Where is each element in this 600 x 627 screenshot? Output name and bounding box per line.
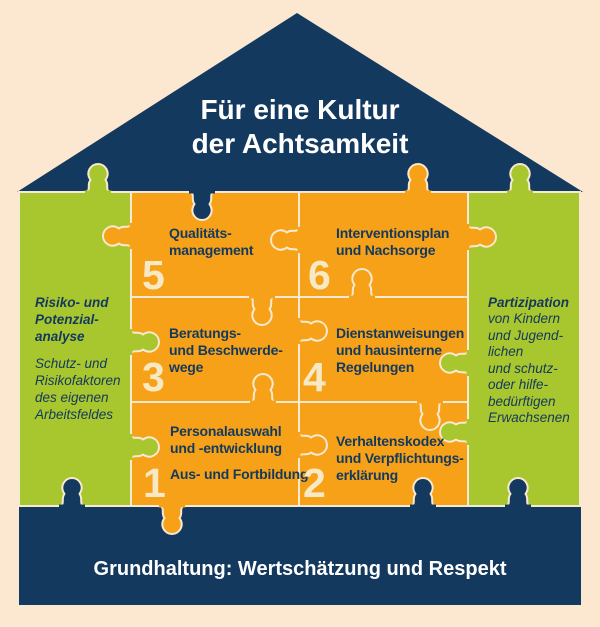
puzzle-knob [346, 268, 378, 301]
puzzle-knob [502, 477, 534, 510]
puzzle-knob [247, 373, 279, 406]
panel-line: Risikofaktoren [35, 373, 121, 388]
left-panel-text: Risiko- und Potenzial- analyse Schutz- u… [35, 294, 130, 423]
label-line: Personalauswahl [170, 423, 282, 439]
puzzle-knob [127, 326, 160, 358]
piece-6-number: 6 [308, 252, 331, 298]
label-line: und hausinterne [336, 342, 442, 358]
puzzle-knob [407, 477, 439, 510]
label-line: wege [169, 359, 204, 375]
panel-line: Risiko- und [35, 295, 109, 310]
puzzle-knob [102, 220, 135, 252]
label-line: Qualitäts- [169, 225, 232, 241]
piece-3-label: Beratungs- und Beschwerde- wege [169, 325, 283, 376]
label-line: und Verpflichtungs- [336, 450, 464, 466]
panel-line: Schutz- und [35, 356, 108, 371]
label-line: Verhaltenskodex [336, 433, 445, 449]
piece-1-number: 1 [143, 460, 166, 506]
panel-line: oder hilfe- [488, 377, 549, 392]
panel-line: Arbeitsfeldes [35, 407, 114, 422]
piece-4-label: Dienstanweisungen und hausinterne Regelu… [336, 325, 464, 376]
piece-1-label: Personalauswahl und -entwicklung Aus- un… [170, 423, 309, 483]
roof-shape [17, 13, 583, 192]
label-line: und Nachsorge [336, 242, 436, 258]
panel-line: Potenzial- [35, 312, 99, 327]
piece-5-label: Qualitäts- management [169, 225, 254, 259]
puzzle-knob [414, 398, 446, 431]
puzzle-knob [186, 188, 218, 221]
puzzle-knob [156, 502, 188, 535]
diagram-title: Für eine Kultur der Achtsamkeit [100, 93, 500, 161]
right-panel-heading: Partizipation [488, 295, 570, 310]
puzzle-knob [402, 163, 434, 196]
label-line: Aus- und Fortbildung [170, 466, 309, 482]
puzzle-knob [464, 221, 497, 253]
panel-line: des eigenen [35, 390, 109, 405]
panel-line: von Kindern [488, 311, 561, 326]
puzzle-knob [127, 431, 160, 463]
label-line: management [169, 242, 254, 258]
label-line: Beratungs- [169, 325, 241, 341]
puzzle-knob [82, 163, 114, 196]
puzzle-knob [56, 477, 88, 510]
label-line: und Beschwerde- [169, 342, 283, 358]
puzzle-knob [439, 347, 472, 379]
label-line: erklärung [336, 467, 398, 483]
piece-5-number: 5 [142, 252, 165, 298]
label-line: Dienstanweisungen [336, 325, 465, 341]
panel-line: und Jugend- [488, 327, 564, 343]
panel-line: lichen [488, 344, 524, 359]
puzzle-knob [270, 224, 303, 256]
puzzle-knob [295, 429, 328, 461]
label-line: Regelungen [336, 359, 415, 375]
piece-3-number: 3 [142, 354, 165, 400]
label-line: und -entwicklung [170, 440, 282, 456]
piece-6-label: Interventionsplan und Nachsorge [336, 225, 449, 259]
piece-2-number: 2 [303, 460, 326, 506]
title-line: der Achtsamkeit [191, 128, 409, 159]
piece-2-label: Verhaltenskodex und Verpflichtungs- erkl… [336, 433, 464, 484]
panel-line: und schutz- [488, 360, 558, 376]
puzzle-knob [246, 293, 278, 326]
panel-line: Erwachsenen [488, 410, 570, 425]
right-panel-body: von Kindern und Jugend- lichen und schut… [488, 311, 578, 427]
panel-line: analyse [35, 329, 85, 344]
foundation-bar [17, 505, 583, 607]
panel-line: bedürftigen [488, 393, 556, 409]
left-panel-heading: Risiko- und Potenzial- analyse [35, 294, 130, 345]
left-panel-body: Schutz- und Risikofaktoren des eigenen A… [35, 355, 130, 423]
label-line: Interventionsplan [336, 225, 450, 241]
puzzle-knob [439, 416, 472, 448]
foundation-label: Grundhaltung: Wertschätzung und Respekt [93, 558, 507, 580]
puzzle-knob [504, 163, 536, 196]
title-line: Für eine Kultur [200, 94, 400, 125]
puzzle-knob [295, 315, 328, 347]
piece-4-number: 4 [303, 354, 326, 400]
right-panel-text: Partizipation von Kindern und Jugend- li… [488, 294, 578, 427]
